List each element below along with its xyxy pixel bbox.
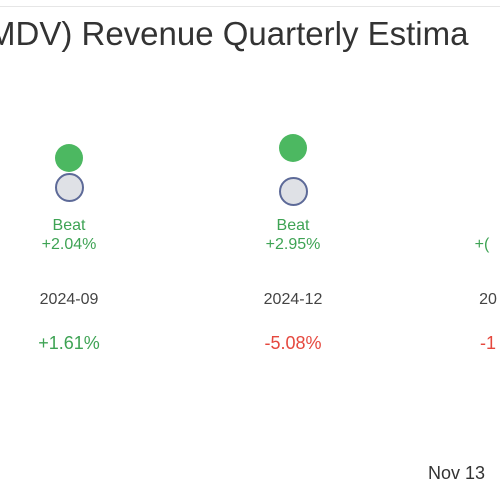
- period-label-q1: 2024-09: [39, 291, 99, 308]
- surprise-label-q1: +2.04%: [41, 236, 97, 253]
- verdict-label-q2: Beat: [276, 217, 310, 234]
- change-label-q1: +1.61%: [38, 333, 100, 353]
- estimate-point-q2: [279, 177, 308, 206]
- estimate-point-q1: [55, 173, 84, 202]
- change-label-q3: -1: [479, 333, 496, 353]
- period-label-q3: 20: [479, 291, 497, 308]
- actual-point-q2: [279, 134, 307, 162]
- date-stamp: Nov 13: [428, 463, 486, 483]
- surprise-label-q3: +(: [474, 236, 490, 253]
- verdict-label-q1: Beat: [52, 217, 86, 234]
- actual-point-q1: [55, 144, 83, 172]
- surprise-label-q2: +2.95%: [265, 236, 321, 253]
- period-label-q2: 2024-12: [263, 291, 323, 308]
- chart-title: MDV) Revenue Quarterly Estima: [0, 15, 469, 52]
- top-divider: [0, 6, 500, 7]
- change-label-q2: -5.08%: [264, 333, 322, 353]
